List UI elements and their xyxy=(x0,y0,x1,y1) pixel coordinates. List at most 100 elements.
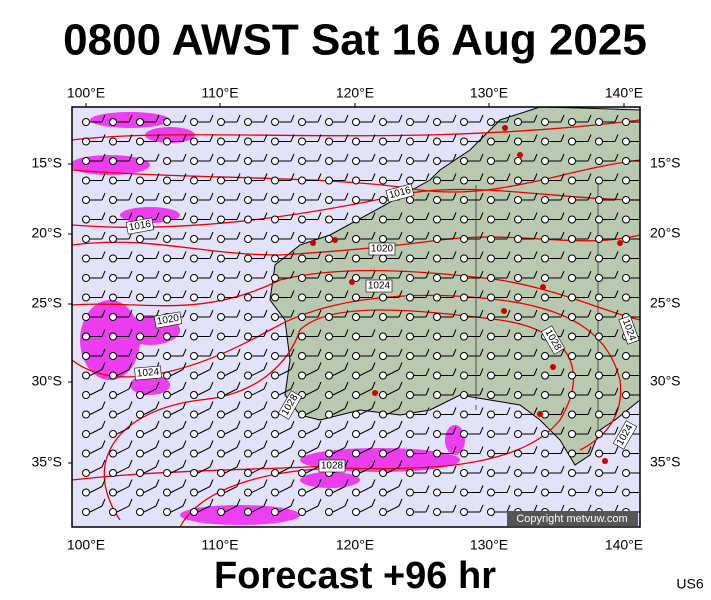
station-circle xyxy=(514,488,522,497)
barb-feather xyxy=(155,459,160,468)
station-circle xyxy=(514,371,522,380)
station-circle xyxy=(217,215,225,224)
station-circle xyxy=(433,235,441,243)
barb-feather xyxy=(506,173,511,181)
barb-feather xyxy=(479,368,484,376)
station-circle xyxy=(271,430,279,438)
barb-feather xyxy=(317,134,322,142)
barb-feather xyxy=(344,251,349,259)
barb-feather xyxy=(101,290,106,298)
barb-feather xyxy=(533,485,538,493)
barb-feather xyxy=(128,290,133,298)
barb-feather xyxy=(344,479,349,487)
barb-feather xyxy=(209,309,214,318)
barb-feather xyxy=(182,459,187,468)
barb-shaft xyxy=(89,369,103,376)
station-circle xyxy=(163,137,171,146)
barb-feather xyxy=(344,440,349,448)
barb-feather xyxy=(209,329,214,337)
station-circle xyxy=(622,371,630,380)
station-circle xyxy=(325,371,333,380)
barb-feather xyxy=(344,192,349,201)
station-circle xyxy=(109,215,117,224)
barb-feather xyxy=(587,290,592,298)
isobar-label-bg xyxy=(153,311,183,329)
barb-shaft xyxy=(332,447,346,454)
barb-shaft xyxy=(386,427,400,435)
barb-feather xyxy=(479,465,484,474)
barb-feather xyxy=(155,290,160,298)
station-circle xyxy=(406,196,414,204)
station-circle xyxy=(487,235,495,243)
lon-label: 100°E xyxy=(67,537,105,553)
station-circle xyxy=(622,254,630,263)
barb-feather xyxy=(642,486,645,493)
barb-feather xyxy=(371,134,376,142)
station-circle xyxy=(82,391,90,399)
barb-feather xyxy=(452,348,457,357)
station-circle xyxy=(136,352,144,360)
station-circle xyxy=(244,508,252,516)
station-circle xyxy=(514,137,522,146)
station-circle xyxy=(163,274,171,282)
lon-label: 140°E xyxy=(605,537,643,553)
barb-feather xyxy=(290,440,295,448)
barb-feather xyxy=(642,174,645,181)
barb-feather xyxy=(642,349,645,356)
barb-feather xyxy=(155,192,160,201)
barb-feather xyxy=(587,231,592,240)
barb-feather xyxy=(506,290,511,298)
barb-feather xyxy=(560,407,565,415)
barb-feather xyxy=(263,212,268,220)
station-circle xyxy=(298,410,306,419)
barb-feather xyxy=(209,192,214,201)
station-circle xyxy=(298,469,306,477)
barb-feather xyxy=(642,330,645,337)
barb-feather xyxy=(425,446,430,454)
barb-feather xyxy=(209,459,214,468)
barb-feather xyxy=(452,368,457,376)
station-circle xyxy=(298,332,306,341)
barb-feather xyxy=(506,485,511,493)
barb-feather xyxy=(155,498,160,507)
station-circle xyxy=(190,176,198,185)
barb-feather xyxy=(642,154,645,161)
barb-feather xyxy=(182,251,187,259)
lat-label: 25°S xyxy=(650,295,681,311)
barb-feather xyxy=(614,114,619,123)
barb-feather xyxy=(101,381,106,390)
barb-shaft xyxy=(305,388,319,396)
station-circle xyxy=(406,508,414,516)
station-circle xyxy=(244,274,252,282)
barb-feather xyxy=(479,504,484,513)
barb-feather xyxy=(533,290,538,298)
station-circle xyxy=(163,449,171,458)
station-circle xyxy=(271,352,279,360)
station-circle xyxy=(487,430,495,438)
station-circle xyxy=(487,137,495,146)
barb-shaft xyxy=(170,447,184,454)
station-circle xyxy=(514,293,522,302)
barb-shaft xyxy=(89,388,103,396)
station-circle xyxy=(433,313,441,321)
station-circle xyxy=(136,469,144,477)
station-circle xyxy=(568,157,576,165)
station-circle xyxy=(595,430,603,438)
station-circle xyxy=(379,391,387,399)
barb-feather xyxy=(317,498,322,507)
barb-feather xyxy=(371,479,376,487)
station-circle xyxy=(217,469,225,477)
station-circle xyxy=(136,137,144,146)
station-circle xyxy=(541,293,549,302)
station-circle xyxy=(595,391,603,399)
station-circle xyxy=(568,196,576,204)
barb-shaft xyxy=(170,466,184,474)
station-circle xyxy=(217,410,225,419)
barb-shaft xyxy=(116,505,130,513)
station-circle xyxy=(379,293,387,302)
station-circle xyxy=(163,235,171,243)
station-circle xyxy=(244,332,252,341)
barb-feather xyxy=(209,498,214,507)
isobar-label: 1020 xyxy=(156,313,180,328)
barb-feather xyxy=(587,270,592,279)
